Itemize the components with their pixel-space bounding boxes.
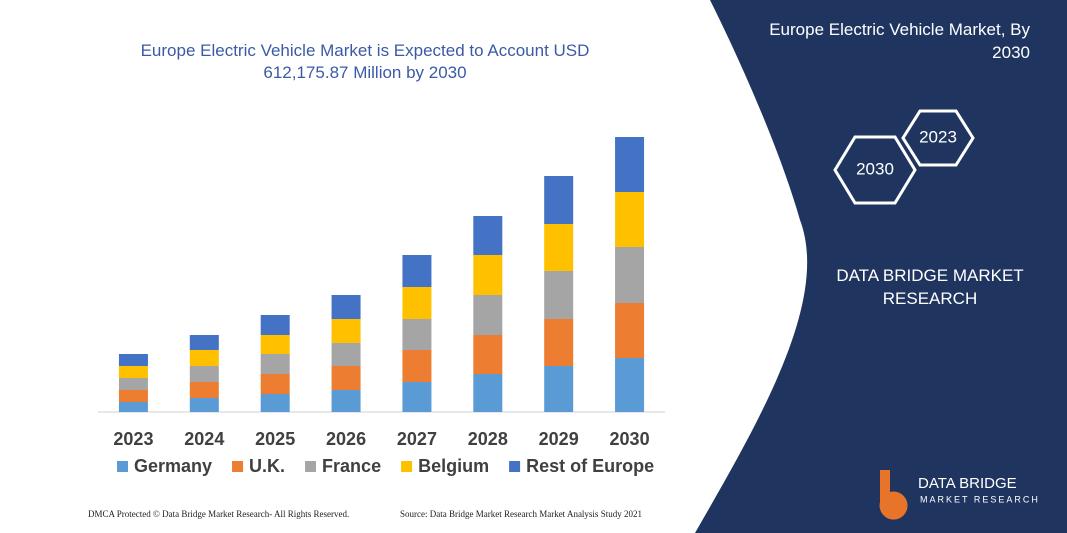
logo-tagline: MARKET RESEARCH <box>920 494 1040 504</box>
panel-title: Europe Electric Vehicle Market, By 2030 <box>769 20 1030 62</box>
bar-segment <box>189 398 219 412</box>
bar-segment <box>189 335 219 350</box>
bar-segment <box>260 315 290 335</box>
hexagon <box>833 135 917 205</box>
bar-segment <box>189 350 219 366</box>
hexagon <box>901 109 975 167</box>
bar-segment <box>473 335 503 374</box>
bar-segment <box>118 366 148 378</box>
legend-swatch <box>509 461 521 472</box>
legend-label: Germany <box>134 456 212 476</box>
bar-segment <box>615 303 645 358</box>
x-tick-label: 2028 <box>468 429 508 449</box>
bar-segment <box>473 216 503 255</box>
bar-segment <box>118 402 148 412</box>
chart-title: Europe Electric Vehicle Market is Expect… <box>140 41 590 82</box>
bar-segment <box>544 366 574 412</box>
bar-segment <box>544 224 574 271</box>
bar-segment <box>544 271 574 319</box>
footer-right: Source: Data Bridge Market Research Mark… <box>400 509 642 519</box>
bar-segment <box>331 366 361 390</box>
logo-icon <box>879 470 908 520</box>
bar-segment <box>189 382 219 398</box>
legend-swatch <box>232 461 244 472</box>
bar-segment <box>402 382 432 412</box>
bar-segment <box>544 319 574 366</box>
bar-segment <box>260 374 290 394</box>
hexagon-label: 2030 <box>856 159 894 178</box>
bar-segment <box>331 295 361 319</box>
x-tick-label: 2025 <box>255 429 295 449</box>
panel-brand: DATA BRIDGE MARKET RESEARCH <box>836 266 1024 308</box>
bar-segment <box>331 390 361 412</box>
bar-segment <box>473 295 503 335</box>
x-tick-label: 2024 <box>184 429 224 449</box>
bar-segment <box>402 255 432 287</box>
legend-label: U.K. <box>249 456 285 476</box>
bar-segment <box>118 354 148 366</box>
bar-segment <box>544 176 574 224</box>
legend-label: Rest of Europe <box>526 456 654 476</box>
footer-left: DMCA Protected © Data Bridge Market Rese… <box>88 509 349 519</box>
bar-segment <box>615 137 645 192</box>
hexagon-label: 2023 <box>919 127 957 146</box>
bar-segment <box>331 319 361 343</box>
legend-swatch <box>305 461 317 472</box>
bar-segment <box>189 366 219 382</box>
bar-segment <box>615 358 645 412</box>
bar-segment <box>118 390 148 402</box>
logo-name: DATA BRIDGE <box>918 475 1017 492</box>
bar-segment <box>402 350 432 382</box>
bar-segment <box>260 394 290 412</box>
bar-segment <box>402 287 432 319</box>
legend-label: France <box>322 456 381 476</box>
x-tick-label: 2029 <box>539 429 579 449</box>
bar-segment <box>260 335 290 354</box>
bar-segment <box>615 247 645 303</box>
legend-swatch <box>401 461 413 472</box>
bar-segment <box>473 374 503 412</box>
x-tick-label: 2030 <box>610 429 650 449</box>
bar-segment <box>402 319 432 350</box>
bar-segment <box>473 255 503 295</box>
x-tick-label: 2026 <box>326 429 366 449</box>
x-tick-label: 2023 <box>113 429 153 449</box>
legend-swatch <box>117 461 128 472</box>
x-tick-label: 2027 <box>397 429 437 449</box>
side-panel <box>695 0 1067 533</box>
bar-segment <box>331 343 361 366</box>
legend-label: Belgium <box>418 456 489 476</box>
bar-segment <box>118 378 148 390</box>
bar-segment <box>615 192 645 247</box>
bar-segment <box>260 354 290 374</box>
